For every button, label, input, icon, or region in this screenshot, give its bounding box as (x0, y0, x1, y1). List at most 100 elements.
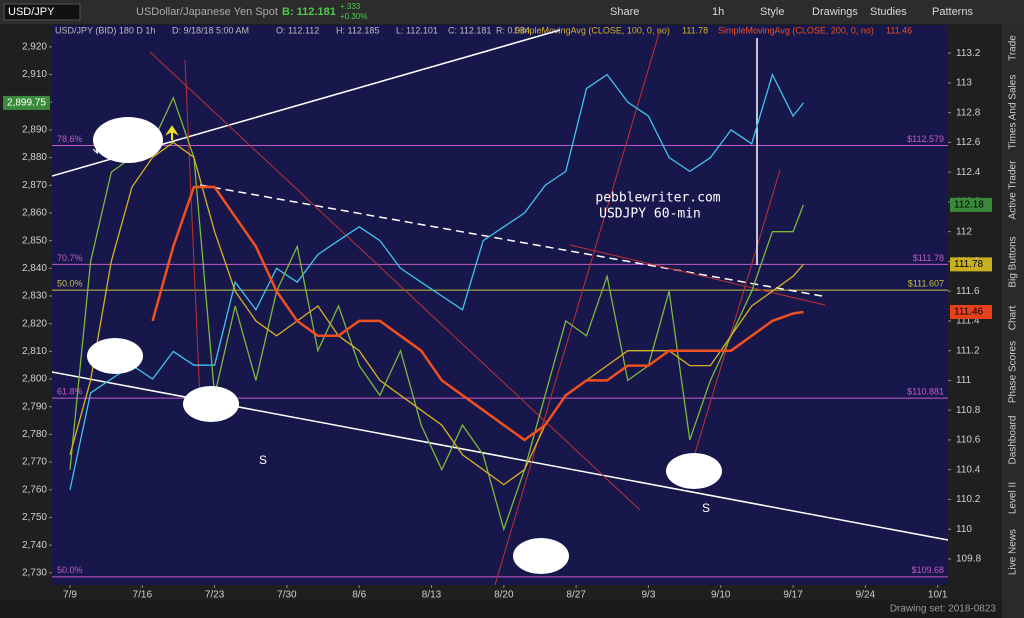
info-text: O: 112.112 (276, 25, 319, 35)
sidebar-tab[interactable]: Times And Sales (1008, 75, 1019, 150)
toolbar (0, 0, 1024, 24)
annotation: USDJPY 60-min (599, 207, 701, 222)
price-badge-label: 2,899.75 (7, 98, 46, 109)
sidebar-tab[interactable]: Level II (1008, 482, 1019, 514)
trend-line (689, 169, 781, 471)
y-tick-label: 2,850 (22, 235, 47, 246)
price-badge (950, 257, 992, 272)
y-tick-label: 2,810 (22, 346, 47, 357)
y2-tick-label: 112.8 (956, 107, 981, 118)
toolbar-button[interactable]: Drawings (812, 6, 858, 18)
y2-tick-label: 110.2 (956, 494, 981, 505)
description: USDollar/Japanese Yen Spot (136, 6, 278, 18)
sidebar-tab[interactable]: Trade (1008, 35, 1019, 61)
y-tick-label: 2,750 (22, 512, 47, 523)
level-label: 70.7% (57, 253, 83, 263)
level-label: 61.8% (57, 387, 83, 397)
y-tick-label: 2,760 (22, 484, 47, 495)
study-name: SimpleMovingAvg (CLOSE, 100, 0, no) (514, 25, 670, 35)
toolbar-button[interactable]: Studies (870, 6, 907, 18)
x-tick-label: 9/17 (783, 590, 803, 601)
y-tick-label: 2,860 (22, 208, 47, 219)
y2-tick-label: 111.6 (956, 286, 980, 297)
y2-tick-label: 111.4 (956, 316, 980, 327)
level-price: $110.881 (907, 387, 944, 397)
x-tick-label: 9/3 (641, 590, 655, 601)
y-tick-label: 2,870 (22, 180, 47, 191)
change-pct: +0.30% (340, 12, 367, 21)
info-text: C: 112.181 (448, 25, 491, 35)
annotation: pebblewriter.com (595, 191, 720, 206)
trend-line (184, 59, 201, 401)
price-badge-label: 111.78 (954, 259, 984, 270)
x-tick-label: 7/23 (205, 590, 225, 601)
markers (87, 117, 722, 574)
toolbar-button[interactable]: Share (610, 6, 639, 18)
level-price: $111.607 (908, 278, 944, 288)
toolbar-button[interactable]: Patterns (932, 6, 973, 18)
sidebar-tab[interactable]: Live News (1008, 529, 1019, 575)
sidebar-tab[interactable]: Dashboard (1008, 416, 1019, 465)
ellipse (666, 453, 722, 489)
y-tick-label: 2,800 (22, 374, 47, 385)
y-tick-label: 2,910 (22, 69, 47, 80)
y2-tick-label: 111 (956, 375, 972, 386)
y-tick-label: 2,890 (22, 125, 47, 136)
plot-area (52, 25, 948, 585)
level-price: $109.68 (911, 565, 944, 575)
sidebar-tab[interactable]: Big Buttons (1008, 236, 1019, 287)
info-text: USD/JPY (BID) 180 D 1h (55, 25, 155, 35)
series-line (151, 185, 804, 442)
toolbar-button[interactable]: Style (760, 6, 784, 18)
study-value: 111.46 (886, 25, 912, 35)
drawing-set: Drawing set: 2018-0823 (890, 604, 997, 615)
study-value: 111.78 (682, 25, 708, 35)
y-tick-label: 2,820 (22, 318, 47, 329)
series-line (69, 72, 804, 490)
x-tick-label: 8/6 (352, 590, 366, 601)
y2-tick-label: 113 (956, 78, 972, 89)
sidebar-tab[interactable]: Phase Scores (1008, 341, 1019, 403)
y-tick-label: 2,840 (22, 263, 47, 274)
level-label: 50.0% (57, 565, 83, 575)
arrow (165, 125, 179, 140)
x-tick-label: 9/10 (711, 590, 731, 601)
ellipse (93, 117, 163, 163)
price-badge (950, 197, 992, 212)
x-tick-label: 7/30 (277, 590, 297, 601)
ellipse (183, 386, 239, 422)
x-tick-label: 8/27 (566, 590, 586, 601)
y2-tick-label: 113.2 (956, 48, 981, 59)
y2-tick-label: 110.8 (956, 405, 981, 416)
trend-line (569, 244, 826, 306)
sidebar-tab[interactable]: Chart (1008, 306, 1019, 331)
y2-tick-label: 109.8 (956, 554, 981, 565)
ellipse (87, 338, 143, 374)
level-price: $112.579 (907, 134, 944, 144)
price-badge (950, 304, 992, 319)
info-text: R: 0.084 (496, 25, 530, 35)
level-price: $111.78 (913, 253, 944, 263)
trend-line (494, 29, 661, 585)
annotation: S (259, 453, 267, 467)
symbol-box[interactable] (3, 3, 81, 21)
level-label: 78.6% (57, 134, 83, 144)
ellipse (513, 538, 569, 574)
status-bar (0, 600, 1002, 618)
y2-tick-label: 112.4 (956, 167, 981, 178)
x-tick-label: 7/16 (133, 590, 153, 601)
y2-tick-label: 110.4 (956, 464, 981, 475)
y2-tick-label: 112 (956, 226, 972, 237)
study-name: SimpleMovingAvg (CLOSE, 200, 0, no) (718, 25, 874, 35)
y-tick-label: 2,920 (22, 42, 47, 53)
series-line (69, 141, 804, 486)
toolbar-button[interactable]: 1h (712, 6, 724, 18)
level-label: 50.0% (57, 278, 83, 288)
y-tick-label: 2,770 (22, 457, 47, 468)
sidebar-tab[interactable]: Active Trader (1008, 160, 1019, 220)
y2-tick-label: 111.2 (956, 345, 980, 356)
change: +.333 (340, 2, 361, 11)
symbol: USD/JPY (8, 6, 55, 18)
